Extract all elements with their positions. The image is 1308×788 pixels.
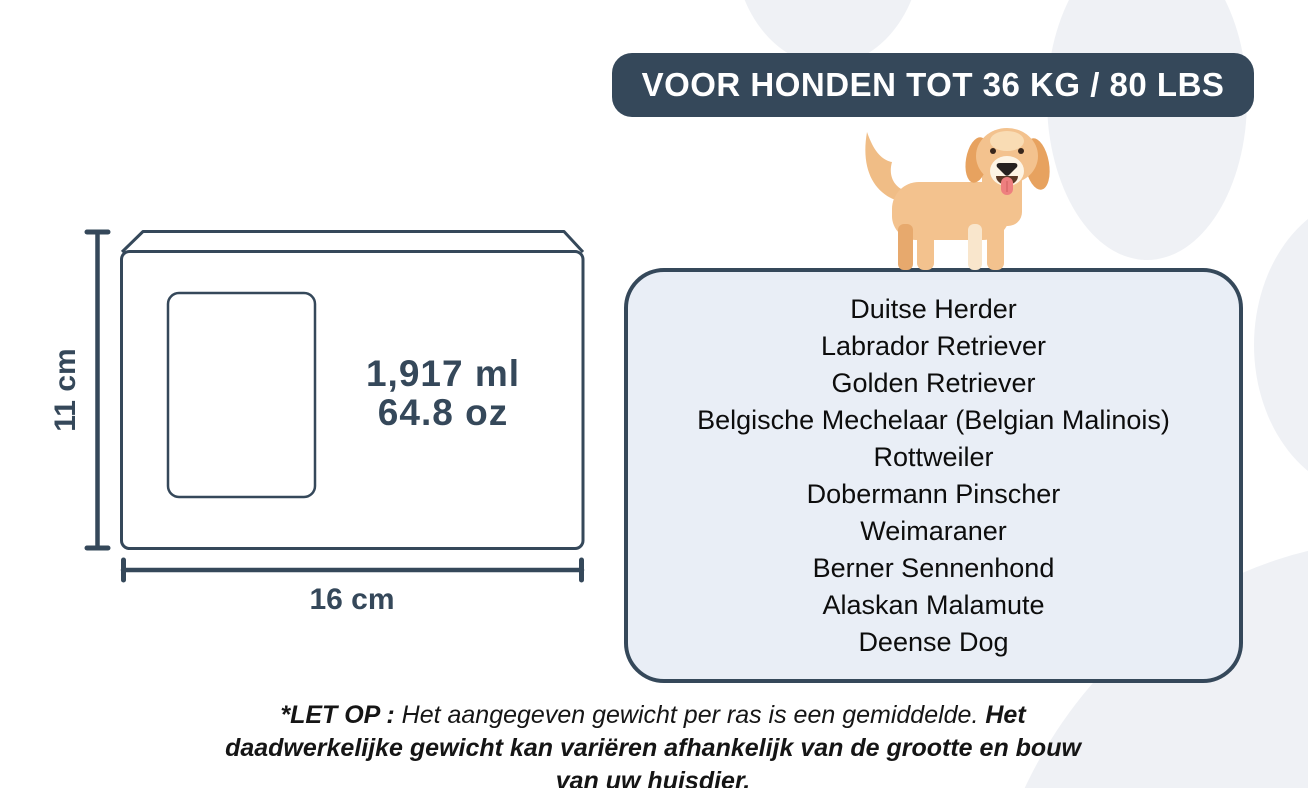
height-dimension-line bbox=[84, 229, 111, 551]
dog-eye-right bbox=[1018, 148, 1024, 154]
container-top-face bbox=[120, 230, 585, 254]
breed-item: Dobermann Pinscher bbox=[806, 479, 1061, 509]
dog-hind-leg-near bbox=[917, 226, 934, 270]
paw-toe-1 bbox=[744, 0, 912, 65]
breed-item: Rottweiler bbox=[873, 442, 994, 472]
container-diagram bbox=[84, 229, 585, 583]
note-prefix: *LET OP : bbox=[280, 701, 395, 729]
breed-item: Weimaraner bbox=[860, 516, 1007, 546]
breed-item: Deense Dog bbox=[858, 627, 1009, 657]
breed-item: Duitse Herder bbox=[850, 294, 1017, 324]
disclaimer-note: *LET OP : Het aangegeven gewicht per ras… bbox=[203, 699, 1103, 788]
container-window bbox=[166, 291, 317, 499]
breed-list-panel: Duitse Herder Labrador Retriever Golden Re… bbox=[624, 268, 1243, 683]
dog-tail bbox=[865, 132, 908, 202]
breed-item: Alaskan Malamute bbox=[822, 590, 1045, 620]
golden-retriever-illustration bbox=[865, 128, 1050, 270]
volume-ml: 1,917 ml bbox=[365, 353, 521, 394]
dog-crown bbox=[990, 131, 1024, 151]
size-banner-label: VOOR HONDEN TOT 36 KG / 80 LBS bbox=[641, 66, 1225, 103]
breed-item: Berner Sennenhond bbox=[812, 553, 1055, 583]
paw-toe-3 bbox=[1254, 219, 1308, 471]
dog-hind-leg-far bbox=[898, 224, 913, 270]
breed-item: Golden Retriever bbox=[831, 368, 1036, 398]
width-dimension-label: 16 cm bbox=[309, 583, 395, 616]
dog-front-leg-near bbox=[987, 220, 1004, 270]
dog-front-leg-far bbox=[968, 224, 982, 270]
dog-eye-left bbox=[990, 148, 996, 154]
size-banner: VOOR HONDEN TOT 36 KG / 80 LBS bbox=[612, 53, 1254, 117]
paw-toe-2 bbox=[1047, 0, 1247, 260]
volume-label: 1,917 ml 64.8 oz bbox=[330, 354, 556, 432]
breed-item: Belgische Mechelaar (Belgian Malinois) bbox=[697, 405, 1170, 435]
width-dimension-line bbox=[120, 557, 585, 583]
note-body: Het aangegeven gewicht per ras is een ge… bbox=[394, 701, 986, 729]
breed-item: Labrador Retriever bbox=[820, 331, 1047, 361]
height-dimension-label: 11 cm bbox=[49, 348, 82, 432]
note-emphasis: Het daadwerkelijke gewicht kan variëren … bbox=[225, 701, 1081, 788]
volume-oz: 64.8 oz bbox=[377, 392, 509, 433]
dog-nose bbox=[996, 163, 1018, 176]
